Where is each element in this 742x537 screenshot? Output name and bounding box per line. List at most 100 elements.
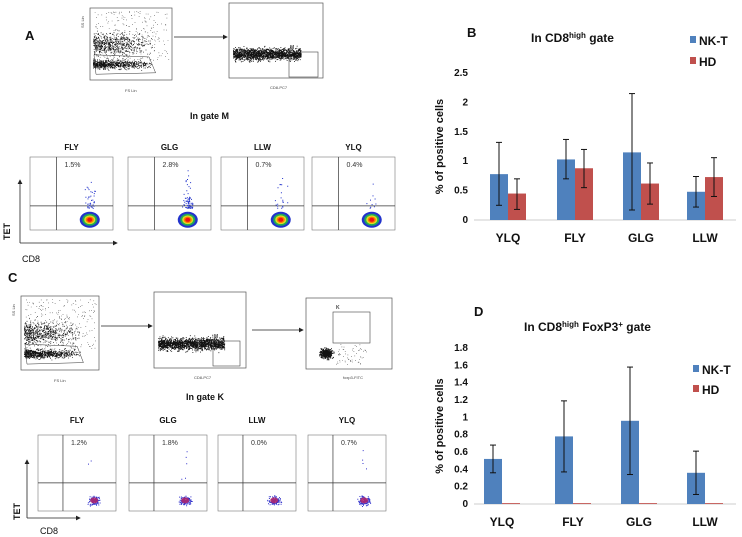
dense-core xyxy=(360,497,369,504)
density-contour xyxy=(87,217,93,222)
tetramer-plot-title: LLW xyxy=(249,416,266,425)
tetramer-plot-title: GLG xyxy=(159,416,176,425)
scatter-dots xyxy=(24,299,97,361)
error-bar-nk-t-glg xyxy=(627,366,633,476)
title-superscript: high xyxy=(562,320,579,329)
x-axis-label: CD8-PC7 xyxy=(194,375,212,380)
legend-swatch-hd xyxy=(693,385,699,392)
bar-hd-llw xyxy=(705,503,723,504)
y-axis-title: % of positive cells xyxy=(434,378,446,473)
x-axis-label: FS Lin xyxy=(125,88,137,93)
tetramer-plot-title: FLY xyxy=(64,143,79,152)
y-tick-label: 0 xyxy=(462,215,468,226)
scatter-plot-frame xyxy=(153,291,247,369)
legend-swatch-nk-t xyxy=(690,36,696,43)
gate-box xyxy=(332,311,371,344)
title-part: In CD8 xyxy=(531,31,569,45)
gate-box xyxy=(212,340,241,367)
y-axis-title: % of positive cells xyxy=(434,99,446,194)
percent-positive: 1.2% xyxy=(71,440,87,447)
y-tick-label: 1 xyxy=(462,156,468,167)
bar-hd-fly xyxy=(573,503,591,504)
error-bar-nk-t-ylq xyxy=(496,141,502,206)
scatter-dots xyxy=(319,344,367,365)
title-superscript: + xyxy=(618,320,623,329)
lymphocyte-gate xyxy=(93,54,156,75)
density-contour xyxy=(278,217,284,222)
tetramer-plot-ylq: YLQ 0.7% xyxy=(307,416,387,512)
title-part: In CD8 xyxy=(524,320,562,334)
error-bar-hd-glg xyxy=(647,162,653,205)
error-bar-nk-t-fly xyxy=(561,400,567,473)
tetramer-plot-frame xyxy=(307,434,387,512)
tetramer-plot-title: FLY xyxy=(70,416,85,425)
bar-hd-fly xyxy=(575,168,593,220)
tetramer-plot-fly: FLY 1.5% xyxy=(29,143,114,231)
error-bar-nk-t-llw xyxy=(693,450,699,495)
percent-positive: 0.7% xyxy=(341,440,357,447)
dense-core xyxy=(181,497,190,504)
error-bar-hd-fly xyxy=(581,148,587,189)
gate-box xyxy=(288,51,319,78)
error-bar-hd-llw xyxy=(711,157,717,197)
legend-swatch-hd xyxy=(690,57,696,64)
panel-c-tetramer-plots: FLY 1.2% GLG 1.8% LLW 0.0% YLQ 0.7% TET CD8 xyxy=(12,416,387,536)
bar-nk-t-ylq xyxy=(484,458,502,504)
error-bar-nk-t-glg xyxy=(629,93,635,211)
y-tick-label: 1.6 xyxy=(454,360,468,371)
panel-label-d: D xyxy=(474,304,483,319)
y-tick-label: 1.8 xyxy=(454,343,468,354)
legend-label-nk-t: NK-T xyxy=(699,34,728,48)
panel-a-gate-title: In gate M xyxy=(190,111,229,121)
legend-swatch-nk-t xyxy=(693,365,699,372)
y-axis-label: SS Lin xyxy=(80,16,85,28)
y-axis-label-tet: TET xyxy=(12,502,22,520)
y-axis-label-tet: TET xyxy=(2,222,12,240)
y-tick-label: 0.4 xyxy=(454,464,468,475)
density-contour xyxy=(185,217,191,222)
tetramer-positive-dots xyxy=(84,181,96,209)
lymphocyte-gate xyxy=(24,343,84,365)
y-tick-label: 2.5 xyxy=(454,68,468,79)
dense-core xyxy=(270,497,279,504)
y-tick-label: 1 xyxy=(462,412,468,423)
bar-hd-llw xyxy=(705,177,723,220)
tetramer-plot-fly: FLY 1.2% xyxy=(37,416,117,512)
y-tick-label: 2 xyxy=(462,97,468,108)
tetramer-positive-dots xyxy=(362,450,367,470)
tetramer-plot-title: YLQ xyxy=(345,143,361,152)
panel-label-a: A xyxy=(25,28,35,43)
gate-name: M xyxy=(214,334,218,340)
legend-label-hd: HD xyxy=(699,55,717,69)
panel-a-tetramer-plots: FLY 1.5% GLG 2.8% LLW 0.7% YLQ 0.4% TET CD8 xyxy=(2,143,396,264)
panel-label-b: B xyxy=(467,25,476,40)
chart-d: In CD8high FoxP3+ gate % of positive cell… xyxy=(434,320,736,529)
tetramer-plot-glg: GLG 2.8% xyxy=(127,143,212,231)
tetramer-plot-frame xyxy=(217,434,297,512)
gate-name: M xyxy=(290,45,294,51)
y-tick-label: 0.5 xyxy=(454,186,468,197)
tetramer-plot-frame xyxy=(37,434,117,512)
percent-positive: 0.7% xyxy=(256,162,272,169)
error-bar-nk-t-ylq xyxy=(490,444,496,474)
x-axis-label-cd8: CD8 xyxy=(40,526,58,536)
chart-title: In CD8high gate xyxy=(531,31,614,46)
x-tick-label-llw: LLW xyxy=(692,515,718,529)
title-part: gate xyxy=(623,320,651,334)
y-tick-label: 1.4 xyxy=(454,378,468,389)
legend-label-hd: HD xyxy=(702,383,720,397)
x-tick-label-fly: FLY xyxy=(562,515,584,529)
error-bar-hd-ylq xyxy=(514,178,520,210)
tetramer-positive-dots xyxy=(182,170,194,209)
y-tick-label: 0.8 xyxy=(454,430,468,441)
scatter-dots xyxy=(158,334,226,354)
tetramer-plot-title: YLQ xyxy=(339,416,355,425)
title-superscript: high xyxy=(569,31,586,40)
y-tick-label: 1.5 xyxy=(454,127,468,138)
tetramer-plot-glg: GLG 1.8% xyxy=(128,416,208,512)
x-axis-label: foxp3-FITC xyxy=(343,375,363,380)
percent-positive: 2.8% xyxy=(163,162,179,169)
density-contour xyxy=(369,217,375,222)
panel-label-c: C xyxy=(8,270,18,285)
